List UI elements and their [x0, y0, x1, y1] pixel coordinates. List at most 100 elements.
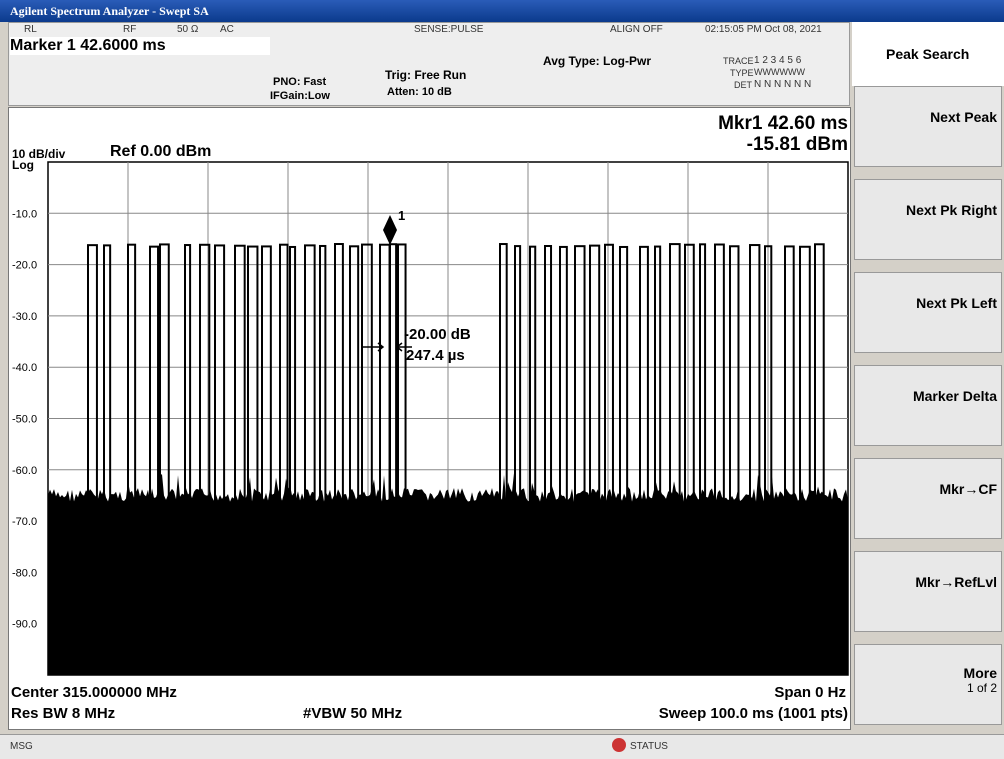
rf: RF: [123, 24, 137, 35]
pulse: [814, 243, 825, 666]
pulse: [699, 243, 707, 666]
det-label: DET: [734, 80, 752, 90]
pulse: [304, 244, 316, 667]
y-label: -90.0: [12, 619, 37, 631]
pulse: [319, 244, 327, 667]
softkey-label: Marker Delta: [912, 388, 997, 404]
softkey[interactable]: Mkr→RefLvl: [854, 551, 1002, 632]
sense: SENSE:PULSE: [414, 24, 484, 35]
softkey[interactable]: More 1 of 2: [854, 644, 1002, 725]
annotation-width: 247.4 µs: [406, 347, 465, 364]
pulse: [729, 245, 740, 668]
trig: Trig: Free Run: [385, 68, 467, 82]
coupling: AC: [220, 24, 234, 35]
pulse: [684, 243, 695, 666]
trace-label: TRACE: [723, 56, 754, 66]
pulse: [544, 245, 553, 668]
softkey[interactable]: Next Pk Right: [854, 179, 1002, 260]
status-bar: [0, 734, 1004, 759]
sweep: Sweep 100.0 ms (1001 pts): [658, 705, 848, 722]
pulse: [764, 245, 773, 668]
atten: Atten: 10 dB: [387, 86, 452, 98]
msg: MSG: [10, 741, 33, 752]
avg-type: Avg Type: Log-Pwr: [543, 54, 651, 68]
y-label: -80.0: [12, 567, 37, 579]
y-label: -70.0: [12, 516, 37, 528]
marker-box[interactable]: Marker 1 42.6000 ms: [10, 37, 270, 55]
type-label: TYPE: [730, 68, 754, 78]
pulse: [289, 245, 297, 668]
width-arrows: [362, 342, 412, 352]
softkey-label: Next Peak: [930, 109, 997, 125]
pulse: [669, 243, 681, 666]
softkey-label: Next Pk Left: [916, 295, 997, 311]
pulse: [514, 245, 522, 668]
center: Center 315.000000 MHz: [11, 684, 177, 701]
rbw: Res BW 8 MHz: [11, 705, 116, 722]
softkey-label: Mkr→RefLvl: [915, 574, 997, 590]
softkey[interactable]: Marker Delta: [854, 365, 1002, 446]
span: Span 0 Hz: [774, 684, 846, 701]
ifgain: IFGain:Low: [270, 90, 330, 102]
pulse: [749, 244, 761, 667]
pno: PNO: Fast: [273, 76, 327, 88]
y-label: -40.0: [12, 362, 37, 374]
impedance: 50 Ω: [177, 24, 199, 35]
pulse: [397, 243, 407, 666]
pulse: [589, 244, 601, 667]
ref-level: Ref 0.00 dBm: [110, 143, 212, 160]
status-icon: [612, 738, 626, 752]
pulse: [279, 243, 289, 666]
pulse: [247, 245, 259, 668]
pulse: [334, 243, 344, 666]
trace-plot: -10.0 -20.0 -30.0 -40.0 -50.0 -60.0 -70.0 -80.0…: [12, 161, 849, 676]
pulse: [499, 243, 508, 666]
softkey[interactable]: Next Pk Left: [854, 272, 1002, 353]
pulse: [103, 244, 112, 667]
align: ALIGN OFF: [610, 24, 663, 35]
header-panel: [8, 22, 850, 106]
vbw: #VBW 50 MHz: [303, 705, 403, 722]
pulse: [619, 245, 629, 668]
pulse: [199, 243, 211, 666]
pulse: [529, 245, 537, 668]
marker-diamond: [383, 215, 397, 245]
pulse: [234, 244, 246, 667]
y-label: -60.0: [12, 465, 37, 477]
trace-nums: 1 2 3 4 5 6: [754, 55, 802, 66]
y-label: -50.0: [12, 414, 37, 426]
pulse: [799, 245, 811, 668]
marker-time: Mkr1 42.60 ms: [718, 113, 848, 134]
rl: RL: [24, 24, 37, 35]
pulse: [604, 243, 614, 666]
menu-title: Peak Search: [852, 22, 1004, 86]
softkey-label: Mkr→CF: [939, 481, 997, 497]
pulse: [127, 243, 137, 666]
pulse: [559, 245, 568, 668]
pulse: [87, 244, 98, 667]
softkey-label: More: [963, 665, 997, 681]
pulse: [361, 243, 373, 666]
y-label: -10.0: [12, 208, 37, 220]
pulse: [149, 245, 160, 668]
annotation-db: -20.00 dB: [404, 326, 471, 343]
pulse: [159, 243, 170, 666]
pulse: [784, 245, 795, 668]
y-label: -30.0: [12, 311, 37, 323]
marker-level: -15.81 dBm: [746, 134, 848, 155]
title-bar: [0, 0, 1004, 22]
marker-number: 1: [398, 208, 406, 223]
log: Log: [12, 158, 34, 172]
softkey[interactable]: Next Peak: [854, 86, 1002, 167]
pulse: [261, 245, 272, 668]
pulse: [654, 245, 662, 668]
det-vals: N N N N N N: [754, 79, 812, 90]
scale: 10 dB/div: [12, 147, 66, 161]
status[interactable]: STATUS: [630, 741, 668, 752]
pulse: [389, 243, 398, 666]
softkey[interactable]: Mkr→CF: [854, 458, 1002, 539]
pulse: [639, 245, 649, 668]
window-title: Agilent Spectrum Analyzer - Swept SA: [10, 4, 209, 18]
y-label: -20.0: [12, 260, 37, 272]
